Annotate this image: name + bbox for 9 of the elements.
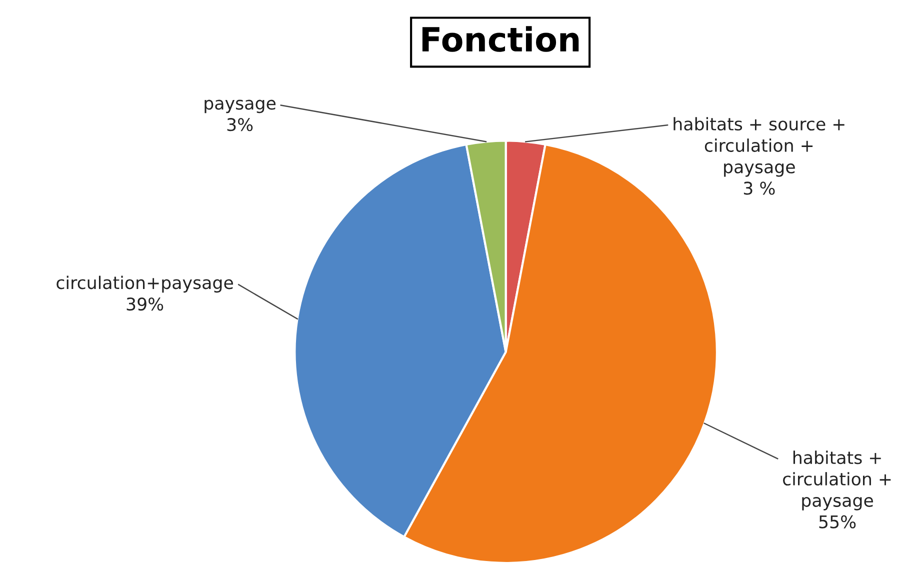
slice-label: habitats + circulation + paysage (783, 450, 891, 510)
slice-label: paysage (204, 100, 276, 114)
data-label: 3 % (744, 182, 775, 195)
slice-label: habitats + source + circulation + paysage (674, 117, 844, 177)
data-label: 55% (819, 515, 856, 528)
data-label: 39% (126, 297, 164, 311)
data-label: 3% (227, 118, 253, 132)
slice-label: circulation+paysage (56, 276, 233, 293)
chart-title: Fonction (422, 26, 579, 52)
